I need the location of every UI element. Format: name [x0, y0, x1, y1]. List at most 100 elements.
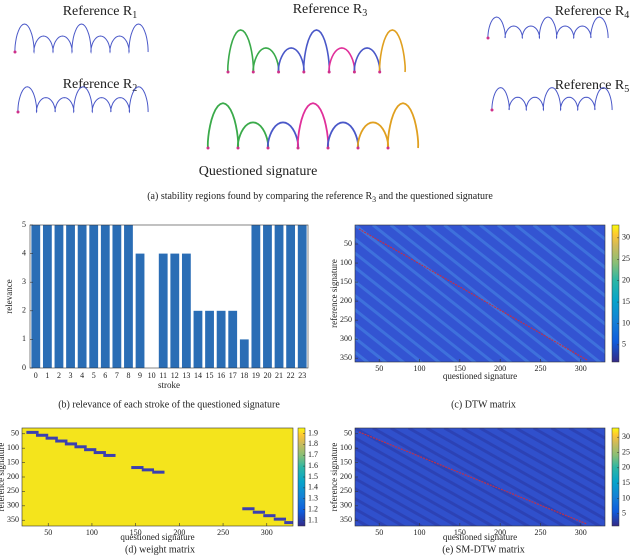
bar — [54, 225, 64, 368]
bar — [112, 225, 122, 368]
caption: (a) stability regions found by comparing… — [147, 191, 493, 204]
stripe — [443, 428, 605, 521]
stripe — [514, 225, 605, 298]
stripe — [355, 428, 532, 526]
y-tick-label: 4 — [22, 248, 26, 257]
caption: (e) SM-DTW matrix — [442, 544, 525, 555]
colorbar-label: 5 — [622, 340, 626, 349]
x-axis-label: stroke — [158, 380, 180, 390]
x-tick-label: 8 — [126, 371, 130, 380]
y-tick-label: 300 — [7, 501, 19, 510]
bar — [286, 225, 296, 368]
y-axis-label: reference signature — [329, 443, 339, 512]
colorbar-label: 25 — [622, 447, 630, 456]
bar — [158, 253, 168, 368]
bar — [228, 310, 238, 368]
bar — [124, 225, 133, 368]
x-tick-label: 4 — [80, 371, 84, 380]
bar — [263, 225, 272, 368]
stroke-end — [378, 70, 382, 74]
colorbar-label: 15 — [622, 297, 630, 306]
colorbar-label: 20 — [622, 275, 630, 284]
stripe — [550, 225, 605, 270]
colorbar — [611, 224, 620, 363]
stroke — [236, 121, 270, 149]
stripe — [497, 428, 605, 491]
x-tick-label: 100 — [414, 364, 426, 373]
y-axis-label: reference signature — [0, 443, 6, 512]
y-tick-label: 3 — [22, 277, 26, 286]
y-tick-label: 100 — [340, 258, 352, 267]
y-tick-label: 300 — [340, 334, 352, 343]
x-tick-label: 9 — [138, 371, 142, 380]
y-tick-label: 100 — [7, 443, 19, 452]
y-tick-label: 100 — [340, 443, 352, 452]
x-tick-label: 6 — [103, 371, 107, 380]
y-tick-label: 0 — [22, 363, 26, 372]
x-tick-label: 7 — [115, 371, 119, 380]
low-weight — [103, 453, 116, 457]
caption: (b) relevance of each stroke of the ques… — [58, 399, 280, 410]
colorbar-label: 1.3 — [308, 494, 318, 503]
y-tick-label: 250 — [7, 486, 19, 495]
reference-label: Reference R5 — [555, 78, 630, 95]
x-tick-label: 50 — [375, 364, 383, 373]
low-weight — [45, 436, 58, 440]
x-tick-label: 18 — [240, 371, 248, 380]
stripe — [425, 428, 603, 526]
stroke-end — [226, 70, 230, 74]
y-axis-label: reference signature — [329, 259, 339, 328]
caption: (c) DTW matrix — [451, 399, 516, 410]
y-tick-label: 50 — [344, 429, 352, 438]
x-tick-label: 300 — [261, 528, 273, 537]
bar — [193, 310, 203, 368]
colorbar-label: 1.1 — [308, 515, 318, 524]
stroke-end — [16, 110, 20, 114]
stroke — [328, 47, 356, 73]
x-tick-label: 19 — [252, 371, 260, 380]
x-tick-label: 11 — [159, 371, 167, 380]
colorbar-label: 1.2 — [308, 504, 318, 513]
stripe — [623, 225, 640, 403]
colorbar-label: 1.8 — [308, 439, 318, 448]
stripe — [355, 446, 496, 526]
y-tick-label: 1 — [22, 334, 26, 343]
y-tick-label: 200 — [340, 296, 352, 305]
stripe — [355, 466, 460, 526]
path-line — [358, 431, 588, 525]
x-tick-label: 50 — [44, 528, 52, 537]
x-axis-label: questioned signature — [120, 532, 194, 542]
colorbar-label: 1.4 — [308, 483, 318, 492]
stripe — [461, 225, 605, 340]
stripe — [425, 225, 602, 362]
bar — [66, 225, 75, 368]
bar — [205, 310, 214, 368]
stroke — [266, 121, 300, 149]
stroke — [386, 102, 420, 149]
colorbar-label: 1.9 — [308, 428, 318, 437]
stripe — [496, 225, 605, 312]
stripe — [355, 436, 514, 526]
x-tick-label: 2 — [57, 371, 61, 380]
x-tick-label: 17 — [229, 371, 237, 380]
stroke-end — [296, 146, 300, 150]
low-weight — [35, 433, 49, 437]
y-tick-label: 2 — [22, 306, 26, 315]
x-tick-label: 200 — [494, 528, 506, 537]
bar — [31, 225, 41, 368]
bar — [297, 225, 307, 368]
bar — [239, 339, 249, 368]
stroke-end — [302, 70, 306, 74]
stroke-end — [326, 146, 330, 150]
y-tick-label: 200 — [340, 472, 352, 481]
x-tick-label: 15 — [206, 371, 214, 380]
stroke — [17, 86, 149, 114]
reference-label: Reference R2 — [63, 77, 138, 94]
stroke — [296, 102, 330, 149]
low-weight — [284, 521, 293, 525]
y-axis-label: relevance — [4, 279, 14, 313]
low-weight — [55, 439, 68, 443]
low-weight — [141, 468, 155, 472]
x-tick-label: 150 — [454, 364, 466, 373]
